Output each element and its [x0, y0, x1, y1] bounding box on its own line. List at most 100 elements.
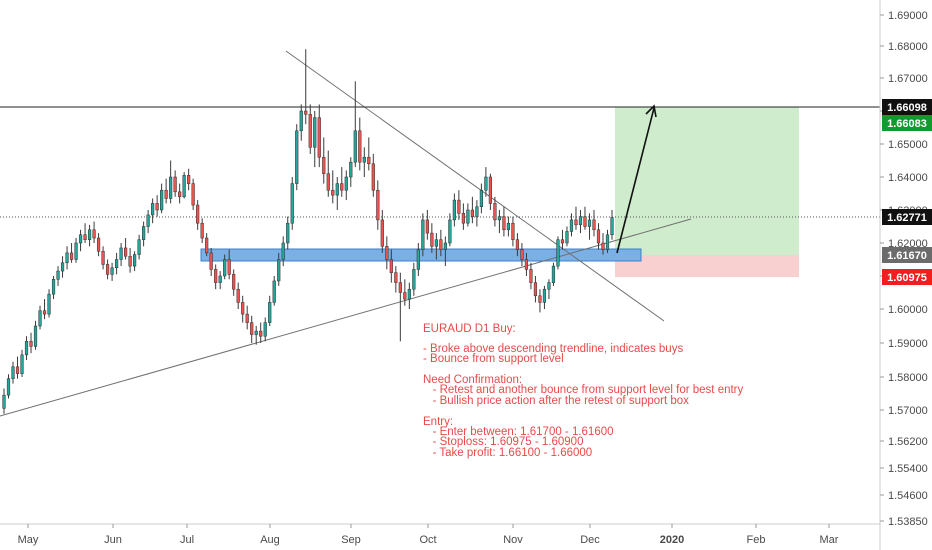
candle-bullish [448, 219, 452, 244]
candle-bullish [47, 293, 51, 315]
candle-bearish [101, 251, 105, 265]
resistance-label: 1.66098 [882, 99, 932, 115]
candle-bearish [96, 237, 101, 252]
candle-bearish [92, 229, 96, 239]
candle-bullish [475, 206, 479, 217]
annotation-title: EURAUD D1 Buy: [423, 323, 516, 335]
candle-bullish [6, 378, 11, 396]
ascending-trendline[interactable] [0, 218, 692, 417]
price-tick-label: 1.54600 [888, 490, 928, 502]
candle-bearish [326, 173, 330, 191]
candle-bullish [551, 265, 556, 283]
candle-bullish [263, 322, 267, 337]
annotation-line: Need Confirmation: [423, 374, 522, 386]
candle-bullish [286, 222, 290, 244]
candle-bearish [457, 199, 461, 214]
candle-bearish [42, 310, 47, 315]
candle-bearish [250, 322, 254, 335]
annotation-line: - Bullish price action after the retest … [423, 395, 689, 407]
candle-bullish [349, 161, 353, 178]
descending-trendline[interactable] [285, 50, 665, 322]
candle-bearish [560, 239, 565, 244]
candle-bullish [434, 239, 438, 247]
candle-bearish [493, 203, 497, 221]
candle-bullish [254, 330, 258, 335]
price-tick-label: 1.60000 [888, 304, 928, 316]
time-tick-label: Sep [341, 534, 361, 546]
time-tick-label: Oct [419, 534, 436, 546]
candle-bullish [223, 259, 227, 277]
target-label-text: 1.66083 [887, 118, 927, 130]
candle-bearish [236, 288, 240, 303]
time-tick-label: Feb [747, 534, 766, 546]
candle-bearish [69, 252, 74, 260]
candle-bearish [538, 295, 542, 303]
candle-bearish [245, 313, 249, 323]
candle-bearish [191, 183, 195, 206]
candle-bullish [452, 199, 456, 221]
candle-bullish [295, 130, 299, 184]
support-box[interactable] [200, 248, 642, 262]
time-tick-label: Dec [580, 534, 600, 546]
candle-bullish [362, 156, 366, 163]
candle-bearish [439, 239, 443, 250]
candle-bullish [610, 217, 614, 235]
candle-bullish [412, 269, 416, 290]
candle-bearish [29, 341, 33, 347]
candle-bullish [313, 117, 317, 148]
candle-bearish [385, 246, 389, 260]
price-tick-label: 1.67000 [888, 73, 928, 85]
candle-bearish [232, 274, 236, 290]
candle-bullish [416, 249, 420, 270]
candles-group [2, 49, 614, 414]
candle-bullish [344, 176, 348, 191]
candle-bullish [605, 234, 610, 250]
candle-bearish [205, 237, 209, 254]
time-tick-label: 2020 [660, 534, 684, 546]
arrow-head-icon [645, 104, 657, 118]
candle-bearish [227, 259, 231, 275]
candle-bearish [367, 156, 371, 165]
candle-bearish [601, 242, 605, 250]
projection-arrow[interactable] [616, 107, 655, 254]
candle-bullish [33, 325, 38, 347]
candle-bearish [398, 282, 402, 293]
candle-bullish [578, 216, 583, 226]
candle-bullish [542, 288, 547, 303]
candle-bullish [133, 254, 137, 267]
resistance-label-bg [882, 99, 932, 115]
candle-bullish [443, 242, 447, 250]
annotation-line: - Enter between: 1.61700 - 1.61600 [423, 426, 614, 438]
candle-bearish [200, 222, 204, 239]
candle-bearish [524, 259, 529, 270]
candle-bearish [371, 163, 375, 191]
candle-bearish [394, 272, 398, 283]
candle-bullish [479, 189, 483, 207]
candle-bearish [196, 204, 200, 224]
stop-label-bg [882, 269, 932, 285]
candle-bullish [74, 242, 78, 260]
candle-bearish [574, 219, 578, 226]
candle-bullish [218, 275, 222, 283]
candle-bearish [209, 252, 213, 270]
candle-bullish [87, 229, 92, 240]
price-tick-label: 1.55400 [888, 463, 928, 475]
candle-bullish [335, 183, 339, 196]
price-tick-label: 1.65000 [888, 139, 928, 151]
candle-bullish [547, 282, 551, 290]
candle-bearish [214, 269, 218, 283]
candle-bullish [587, 219, 592, 227]
candle-bullish [142, 226, 146, 240]
candle-bearish [304, 110, 308, 115]
time-tick-label: Aug [260, 534, 280, 546]
current-price-label-text: 1.62771 [887, 212, 927, 224]
candle-bullish [299, 110, 303, 132]
candle-bearish [430, 232, 434, 247]
candle-bearish [123, 247, 128, 257]
candle-bearish [317, 117, 321, 158]
candle-bearish [259, 330, 263, 337]
candle-bullish [60, 262, 65, 272]
candle-bullish [38, 310, 42, 327]
time-tick-label: May [18, 534, 39, 546]
